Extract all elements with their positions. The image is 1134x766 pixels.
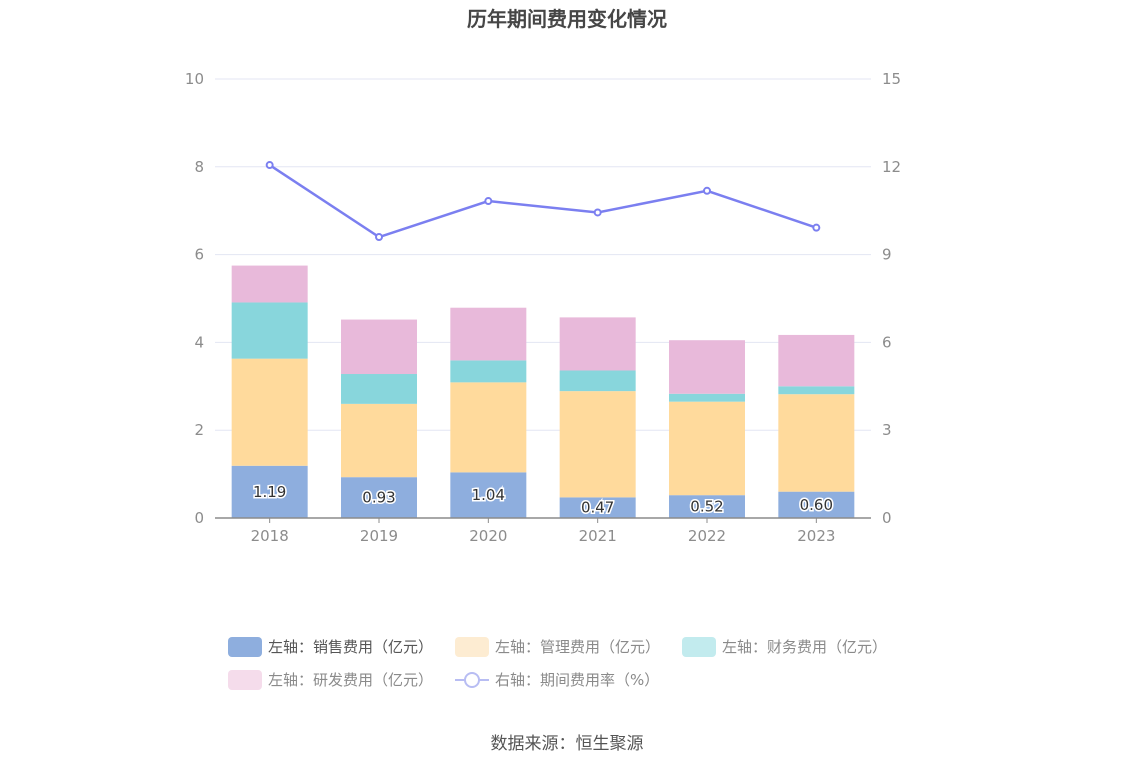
legend-swatch-rate bbox=[455, 670, 490, 690]
bar-segment bbox=[669, 393, 745, 402]
legend-swatch-rnd bbox=[228, 669, 262, 690]
bar-segment bbox=[559, 370, 636, 392]
rate-point bbox=[593, 208, 602, 217]
rate-point bbox=[703, 186, 711, 195]
x-axis-tick-label: 2018 bbox=[251, 527, 289, 545]
legend-swatch-finance bbox=[682, 636, 717, 657]
legend-item-admin[interactable]: 左轴：管理费用（亿元） bbox=[455, 636, 660, 657]
chart-area: 1.19 0.93 1.04 0.47 0.52 0.60 0 2 4 6 8 10 0 3 6 9 12 15… bbox=[185, 70, 901, 545]
bar-segment bbox=[450, 360, 527, 383]
bar-segment bbox=[559, 497, 636, 518]
rate-point bbox=[484, 197, 493, 206]
bar-segment bbox=[778, 394, 855, 492]
bar-data-label: 0.47 bbox=[581, 499, 614, 517]
bar-data-label: 0.60 bbox=[800, 496, 833, 514]
data-source: 数据来源：恒生聚源 bbox=[490, 734, 644, 754]
bar-data-label: 0.93 bbox=[362, 489, 395, 507]
legend: 左轴：销售费用（亿元） 左轴：管理费用（亿元） 左轴：财务费用（亿元） 左轴：研… bbox=[228, 630, 928, 696]
legend-swatch-admin bbox=[455, 636, 490, 657]
bar-segment bbox=[778, 491, 855, 518]
x-axis-tick-label: 2021 bbox=[579, 527, 617, 545]
bar-segment bbox=[341, 477, 417, 518]
left-axis-tick: 0 bbox=[194, 509, 204, 527]
legend-item-rate[interactable]: 右轴：期间费用率（%） bbox=[455, 669, 659, 690]
right-axis-tick: 6 bbox=[882, 333, 892, 351]
legend-swatch-sales bbox=[228, 636, 262, 657]
left-axis-tick: 6 bbox=[194, 246, 204, 264]
right-axis-tick: 15 bbox=[882, 70, 901, 88]
right-axis-tick: 3 bbox=[882, 421, 892, 439]
bar-segment bbox=[778, 334, 855, 387]
bar-segment bbox=[450, 472, 527, 518]
bar-data-label: 1.04 bbox=[472, 486, 505, 504]
x-axis-tick-label: 2022 bbox=[688, 527, 726, 545]
legend-label-admin: 左轴：管理费用（亿元） bbox=[495, 638, 661, 656]
legend-label-sales: 左轴：销售费用（亿元） bbox=[268, 638, 434, 656]
rate-point bbox=[375, 233, 383, 242]
bar-data-label: 1.19 bbox=[253, 483, 286, 501]
right-axis-tick: 12 bbox=[882, 158, 901, 176]
x-axis-tick-label: 2023 bbox=[797, 527, 835, 545]
bar-segment bbox=[341, 403, 417, 478]
bar-segment bbox=[231, 358, 308, 466]
data-labels: 1.19 0.93 1.04 0.47 0.52 0.60 bbox=[251, 481, 834, 518]
bar-segment bbox=[231, 302, 308, 359]
legend-item-rnd[interactable]: 左轴：研发费用（亿元） bbox=[228, 669, 433, 690]
left-axis-tick: 4 bbox=[194, 333, 204, 351]
bar-segment bbox=[559, 317, 636, 371]
rate-point bbox=[812, 223, 821, 232]
gridlines bbox=[215, 78, 871, 431]
rate-point bbox=[265, 161, 274, 170]
legend-label-finance: 左轴：财务费用（亿元） bbox=[722, 638, 888, 656]
bar-segment bbox=[559, 391, 636, 498]
bar-segment bbox=[231, 265, 308, 303]
bar-segment bbox=[669, 495, 745, 518]
rate-line bbox=[265, 161, 821, 242]
axes: 0 2 4 6 8 10 0 3 6 9 12 15 2018 2019 2020 2021 2022 2023 bbox=[185, 70, 901, 545]
bar-segment bbox=[669, 401, 745, 496]
bars bbox=[231, 265, 855, 518]
bar-segment bbox=[450, 382, 527, 473]
right-axis-tick: 0 bbox=[882, 509, 892, 527]
left-axis-tick: 10 bbox=[185, 70, 204, 88]
bar-segment bbox=[778, 386, 855, 395]
legend-label-rnd: 左轴：研发费用（亿元） bbox=[268, 671, 434, 689]
legend-item-finance[interactable]: 左轴：财务费用（亿元） bbox=[682, 636, 887, 657]
bar-segment bbox=[450, 307, 527, 361]
left-axis-tick: 8 bbox=[194, 158, 204, 176]
chart-title: 历年期间费用变化情况 bbox=[467, 7, 667, 31]
x-axis-tick-label: 2019 bbox=[360, 527, 398, 545]
rate-polyline bbox=[268, 164, 817, 239]
bar-segment bbox=[231, 465, 308, 518]
left-axis-tick: 2 bbox=[194, 421, 204, 439]
x-axis-tick-label: 2020 bbox=[469, 527, 507, 545]
bar-segment bbox=[341, 374, 417, 404]
bar-segment bbox=[669, 340, 745, 394]
legend-item-sales[interactable]: 左轴：销售费用（亿元） bbox=[228, 636, 433, 657]
bar-data-label: 0.52 bbox=[690, 498, 723, 516]
right-axis-tick: 9 bbox=[882, 246, 892, 264]
bar-segment bbox=[341, 319, 417, 375]
legend-label-rate: 右轴：期间费用率（%） bbox=[495, 671, 660, 689]
